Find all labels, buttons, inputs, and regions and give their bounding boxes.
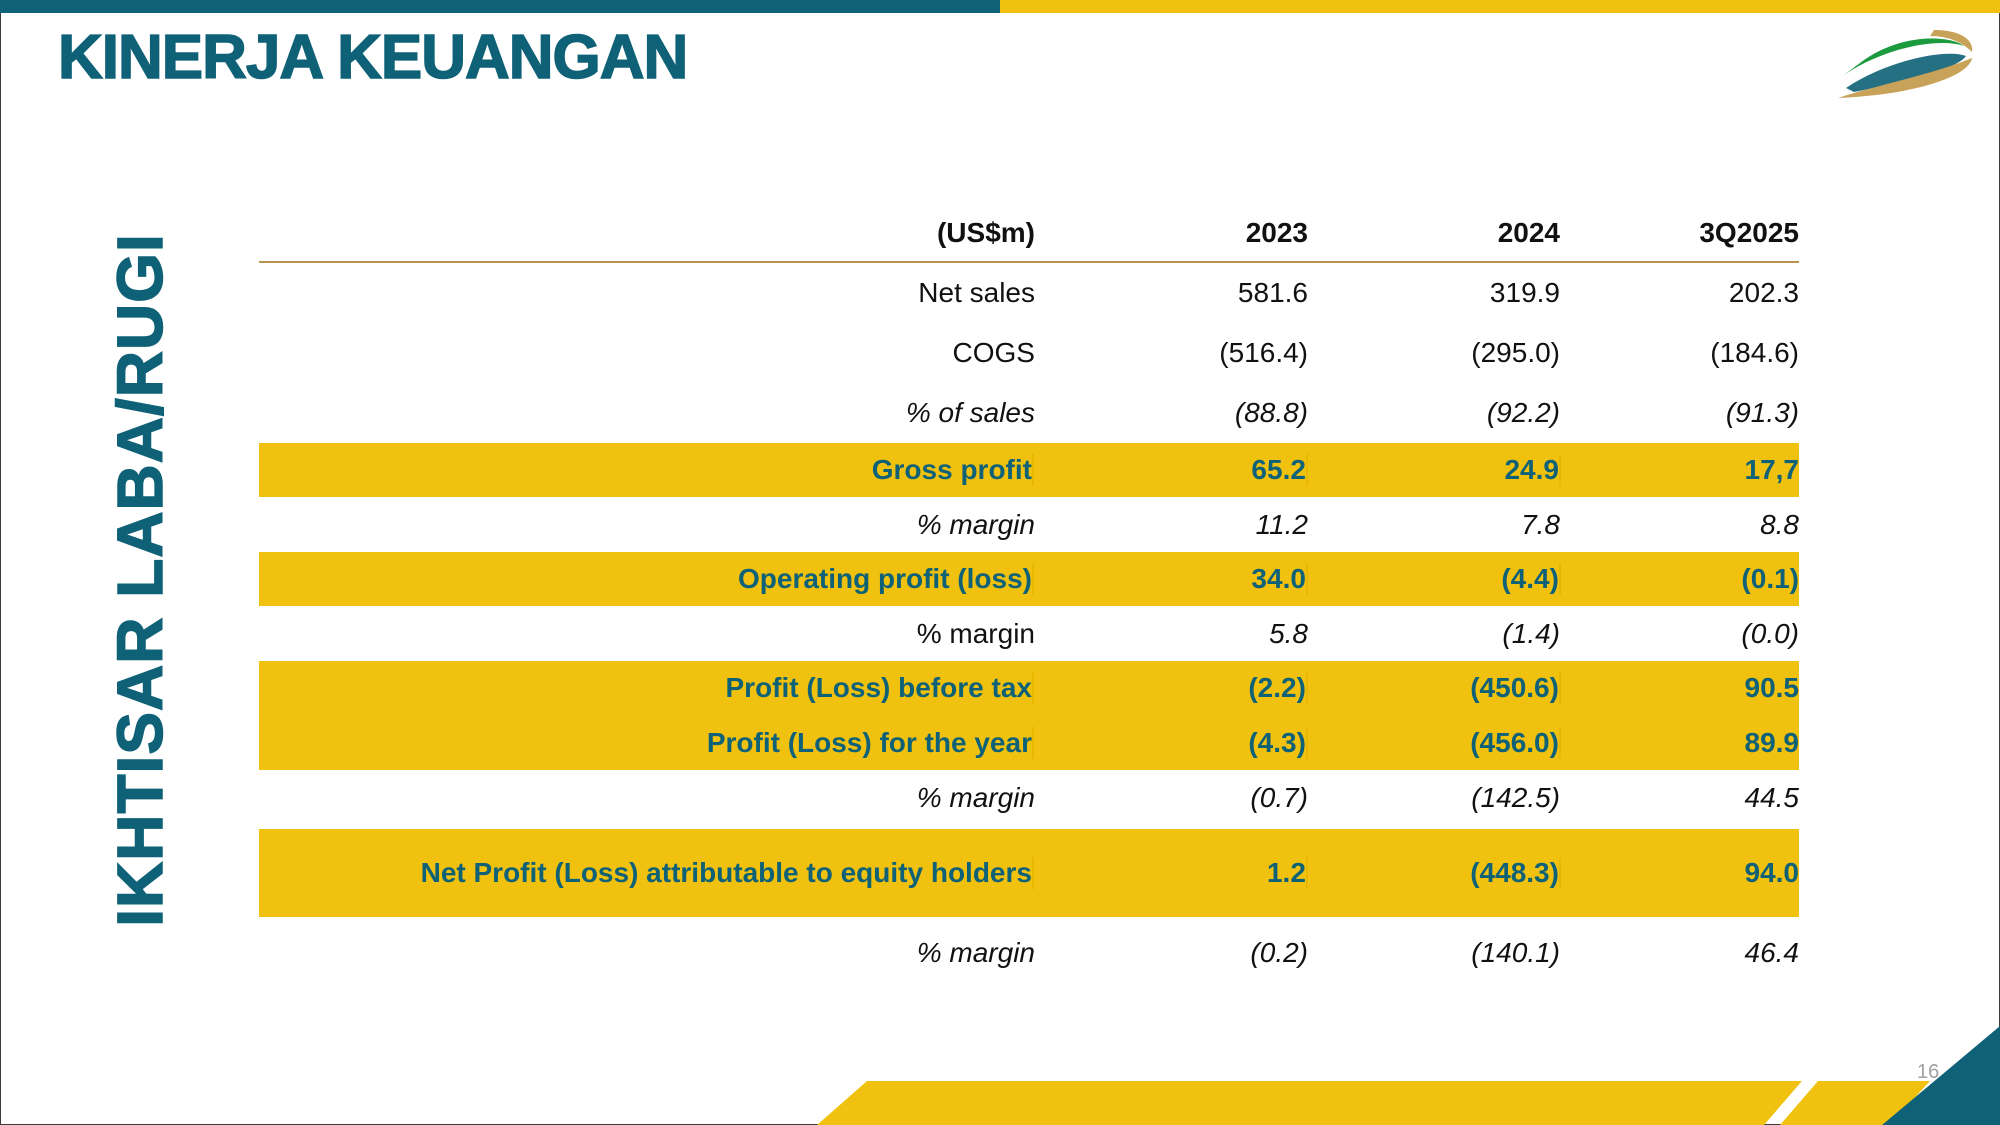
income-statement-table: (US$m) 2023 2024 3Q2025 Net sales 581.6 … [259,205,1799,989]
bottom-gold-band-segment [1780,1081,1930,1125]
value-2024: (4.4) [1305,563,1559,595]
value-3q2025: 90.5 [1558,672,1799,704]
table-row-operating-profit: Operating profit (loss) 34.0 (4.4) (0.1) [259,552,1799,606]
row-label: Net Profit (Loss) attributable to equity… [420,857,1032,888]
value-3q2025: 46.4 [1744,937,1800,968]
table-row-net-profit-attributable: Net Profit (Loss) attributable to equity… [259,829,1799,917]
row-label: % margin [916,781,1035,813]
table-header-row: (US$m) 2023 2024 3Q2025 [259,205,1799,263]
value-2023: (0.2) [1250,937,1308,968]
table-row-profit-before-tax: Profit (Loss) before tax (2.2) (450.6) 9… [259,661,1799,715]
company-logo [1838,30,1973,98]
value-3q2025: (91.3) [1725,397,1799,428]
row-label: % margin [916,508,1035,540]
bottom-gold-band [817,1081,1802,1125]
value-3q2025: 44.5 [1744,781,1800,813]
value-3q2025: 89.9 [1558,726,1799,759]
value-3q2025: 202.3 [1728,277,1799,308]
value-2024: (450.6) [1305,672,1559,704]
value-2024: (448.3) [1305,857,1559,889]
row-label: % of sales [905,397,1035,428]
page-number: 16 [1917,1061,1940,1083]
column-header-2024: 2024 [1497,217,1560,248]
table-row-pct-of-sales: % of sales (88.8) (92.2) (91.3) [259,383,1799,443]
section-side-title: IKHTISAR LABA/RUGI [103,232,177,927]
value-2024: (142.5) [1471,781,1560,813]
value-2024: 24.9 [1305,454,1559,486]
value-3q2025: (0.1) [1558,563,1799,595]
value-2023: (2.2) [1031,672,1306,704]
value-2024: (1.4) [1502,617,1560,649]
table-row-cogs: COGS (516.4) (295.0) (184.6) [259,323,1799,383]
value-2023: 34.0 [1031,563,1306,595]
table-row-net-margin: % margin (0.7) (142.5) 44.5 [259,770,1799,825]
value-2023: 1.2 [1031,857,1306,889]
bottom-teal-corner [1882,1026,2000,1125]
value-3q2025: 94.0 [1558,857,1799,889]
value-2023: (0.7) [1250,781,1308,813]
table-row-operating-margin: % margin 5.8 (1.4) (0.0) [259,606,1799,661]
table-row-profit-for-year: Profit (Loss) for the year (4.3) (456.0)… [259,715,1799,770]
table-row-gross-profit: Gross profit 65.2 24.9 17,7 [259,443,1799,497]
value-2023: 65.2 [1031,454,1306,486]
value-3q2025: 17,7 [1558,454,1799,486]
value-2023: 581.6 [1237,277,1308,308]
table-row-net-sales: Net sales 581.6 319.9 202.3 [259,263,1799,323]
value-2023: 5.8 [1269,617,1308,649]
top-accent-bar-gold [1000,0,2000,13]
row-label: Net sales [918,277,1035,308]
row-label: % margin [916,617,1035,649]
table-row-gross-margin: % margin 11.2 7.8 8.8 [259,497,1799,552]
value-2024: (140.1) [1471,937,1560,968]
value-2024: (456.0) [1305,726,1559,759]
table-row-attributable-margin: % margin (0.2) (140.1) 46.4 [259,917,1799,989]
column-header-2023: 2023 [1245,217,1308,248]
value-3q2025: 8.8 [1760,508,1799,540]
value-2024: 7.8 [1521,508,1560,540]
row-label: COGS [952,337,1035,368]
row-label: Profit (Loss) before tax [725,672,1032,703]
row-label: Gross profit [871,454,1032,485]
value-2024: (295.0) [1471,337,1560,368]
value-2023: (88.8) [1234,397,1308,428]
value-2024: 319.9 [1489,277,1560,308]
value-2023: 11.2 [1255,508,1308,540]
value-2023: (516.4) [1219,337,1308,368]
row-label: Profit (Loss) for the year [706,726,1032,758]
value-3q2025: (184.6) [1710,337,1799,368]
value-2023: (4.3) [1031,726,1306,759]
row-label: % margin [916,937,1035,968]
value-3q2025: (0.0) [1741,617,1799,649]
column-header-label: (US$m) [936,217,1035,248]
value-2024: (92.2) [1486,397,1560,428]
page-title: KINERJA KEUANGAN [57,22,689,93]
row-label: Operating profit (loss) [737,563,1032,594]
top-accent-bar-teal [0,0,1000,13]
column-header-3q2025: 3Q2025 [1699,217,1799,248]
